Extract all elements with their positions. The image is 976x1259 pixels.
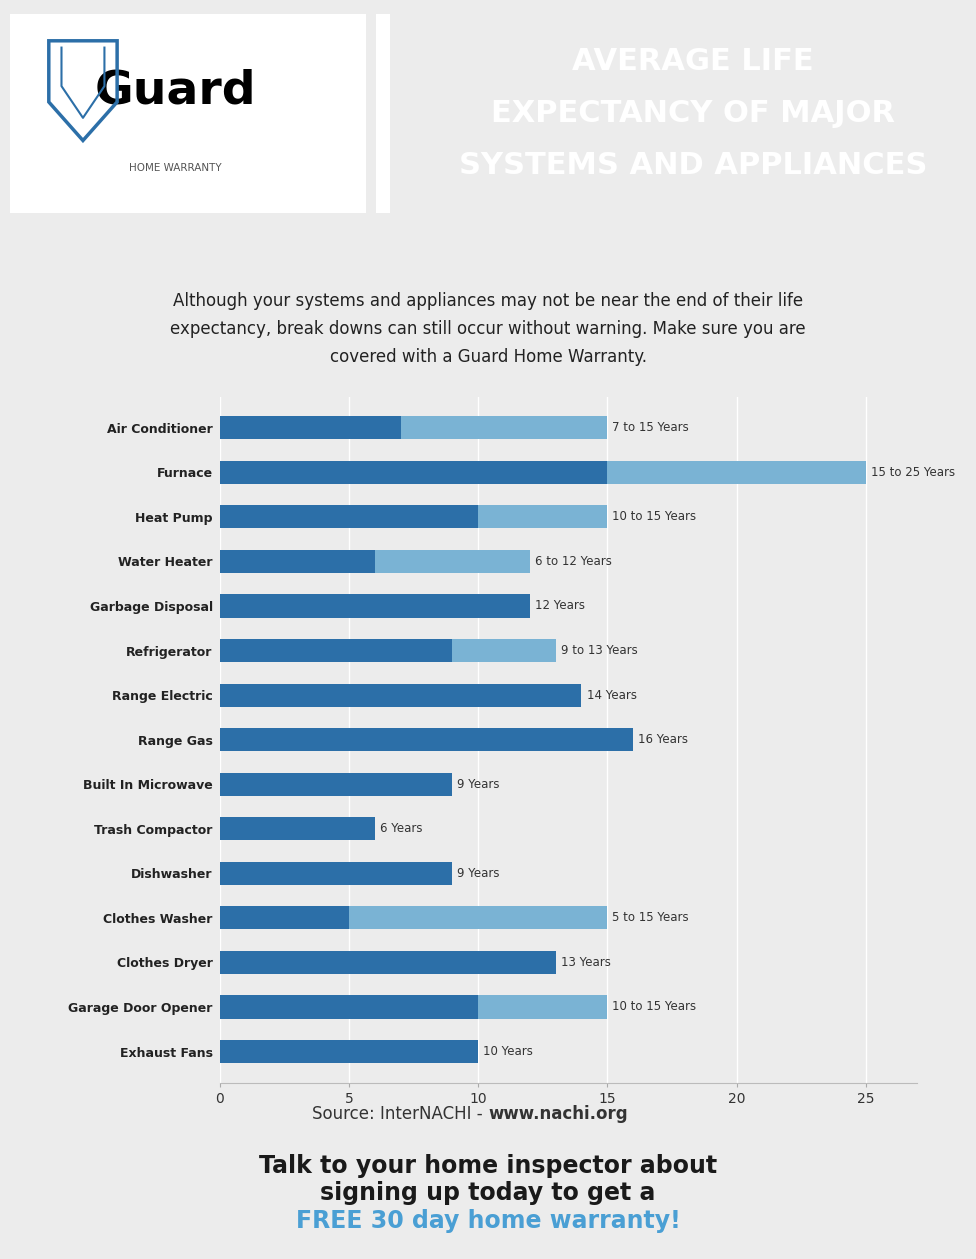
Bar — [220, 417, 607, 439]
Bar — [220, 684, 582, 706]
Text: 5 to 15 Years: 5 to 15 Years — [613, 912, 689, 924]
Text: 9 Years: 9 Years — [458, 778, 500, 791]
Bar — [220, 773, 452, 796]
Text: Source: InterNACHI -: Source: InterNACHI - — [312, 1105, 488, 1123]
Text: 9 Years: 9 Years — [458, 867, 500, 880]
Bar — [220, 906, 348, 929]
Text: FREE 30 day home warranty!: FREE 30 day home warranty! — [296, 1209, 680, 1234]
Polygon shape — [376, 14, 390, 213]
Text: 10 Years: 10 Years — [483, 1045, 533, 1058]
Text: Guard: Guard — [95, 68, 257, 113]
Text: signing up today to get a: signing up today to get a — [320, 1181, 656, 1205]
Bar — [220, 640, 555, 662]
Text: 9 to 13 Years: 9 to 13 Years — [561, 645, 637, 657]
Bar — [220, 550, 530, 573]
Text: 6 Years: 6 Years — [380, 822, 423, 835]
Bar — [220, 640, 452, 662]
Bar — [220, 996, 607, 1019]
Polygon shape — [346, 14, 366, 213]
Text: SYSTEMS AND APPLIANCES: SYSTEMS AND APPLIANCES — [459, 151, 927, 180]
Bar — [220, 461, 607, 483]
Text: AVERAGE LIFE: AVERAGE LIFE — [572, 47, 814, 76]
Text: 16 Years: 16 Years — [638, 733, 688, 747]
Text: 10 to 15 Years: 10 to 15 Years — [613, 510, 697, 524]
Bar — [220, 505, 478, 529]
Bar — [220, 417, 400, 439]
Bar — [220, 505, 607, 529]
Bar — [220, 594, 530, 618]
Bar — [220, 550, 375, 573]
Text: 10 to 15 Years: 10 to 15 Years — [613, 1001, 697, 1013]
Text: 12 Years: 12 Years — [535, 599, 585, 612]
Text: Talk to your home inspector about: Talk to your home inspector about — [259, 1155, 717, 1178]
Text: HOME WARRANTY: HOME WARRANTY — [130, 162, 222, 172]
Text: 15 to 25 Years: 15 to 25 Years — [871, 466, 956, 478]
Text: www.nachi.org: www.nachi.org — [488, 1105, 628, 1123]
Bar — [220, 996, 478, 1019]
Bar — [220, 861, 452, 885]
Bar — [220, 1040, 478, 1063]
Text: Although your systems and appliances may not be near the end of their life
expec: Although your systems and appliances may… — [170, 292, 806, 366]
FancyBboxPatch shape — [10, 14, 351, 213]
Bar — [220, 951, 555, 974]
Text: 13 Years: 13 Years — [561, 956, 611, 969]
Text: EXPECTANCY OF MAJOR: EXPECTANCY OF MAJOR — [491, 98, 895, 128]
Bar — [220, 817, 375, 840]
Bar — [220, 728, 633, 752]
Bar — [220, 906, 607, 929]
Text: 6 to 12 Years: 6 to 12 Years — [535, 555, 612, 568]
Text: 14 Years: 14 Years — [587, 689, 636, 701]
Bar — [220, 461, 866, 483]
Text: 7 to 15 Years: 7 to 15 Years — [613, 422, 689, 434]
